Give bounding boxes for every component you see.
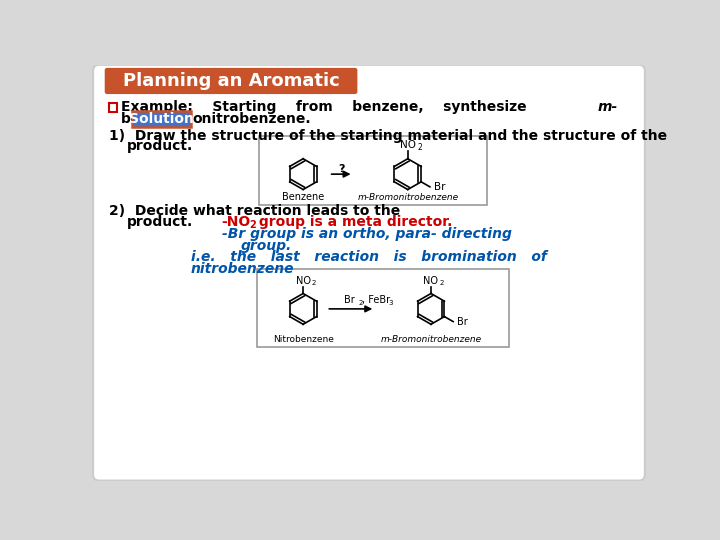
Text: i.e.   the   last   reaction   is   bromination   of: i.e. the last reaction is bromination of (191, 251, 546, 264)
Text: 2)  Decide what reaction leads to the: 2) Decide what reaction leads to the (109, 204, 400, 218)
Bar (109, 103, 117, 112)
Text: -NO: -NO (222, 215, 251, 229)
Text: Example;    Starting    from    benzene,    synthesize: Example; Starting from benzene, synthesi… (121, 100, 546, 114)
Text: m-Bromonitrobenzene: m-Bromonitrobenzene (380, 335, 482, 344)
Text: nitrobenzene: nitrobenzene (191, 262, 294, 276)
Text: Br: Br (433, 182, 445, 192)
FancyBboxPatch shape (132, 111, 191, 127)
Text: Nitrobenzene: Nitrobenzene (273, 335, 333, 344)
Text: , FeBr: , FeBr (362, 295, 390, 306)
Text: Br: Br (457, 316, 468, 327)
Text: 2: 2 (250, 220, 256, 230)
Text: m-Bromonitrobenzene: m-Bromonitrobenzene (357, 193, 459, 202)
FancyBboxPatch shape (93, 65, 645, 481)
Text: 2: 2 (312, 280, 316, 287)
Text: 3: 3 (388, 300, 393, 306)
Text: 2: 2 (358, 300, 363, 306)
FancyBboxPatch shape (104, 68, 357, 94)
Text: Benzene: Benzene (282, 192, 324, 202)
FancyBboxPatch shape (258, 269, 508, 347)
Text: 1)  Draw the structure of the starting material and the structure of the: 1) Draw the structure of the starting ma… (109, 129, 667, 143)
Text: m-: m- (598, 100, 618, 114)
Text: NO: NO (400, 140, 415, 150)
Text: group.: group. (241, 239, 292, 253)
Text: product.: product. (127, 139, 194, 153)
Text: 2: 2 (417, 143, 422, 152)
Text: NO: NO (296, 276, 310, 286)
Text: Solution: Solution (129, 112, 194, 126)
Text: -Br group is an ortho, para- directing: -Br group is an ortho, para- directing (222, 227, 512, 241)
Text: NO: NO (423, 276, 438, 286)
Text: product.: product. (127, 215, 194, 229)
Text: group is a meta director.: group is a meta director. (254, 215, 453, 229)
Text: onitrobenzene.: onitrobenzene. (192, 112, 311, 126)
Text: Planning an Aromatic: Planning an Aromatic (122, 72, 339, 90)
FancyBboxPatch shape (259, 137, 487, 205)
Text: ?: ? (338, 164, 344, 174)
Text: br: br (121, 112, 138, 126)
Text: Br: Br (344, 295, 355, 306)
Text: 2: 2 (439, 280, 444, 287)
